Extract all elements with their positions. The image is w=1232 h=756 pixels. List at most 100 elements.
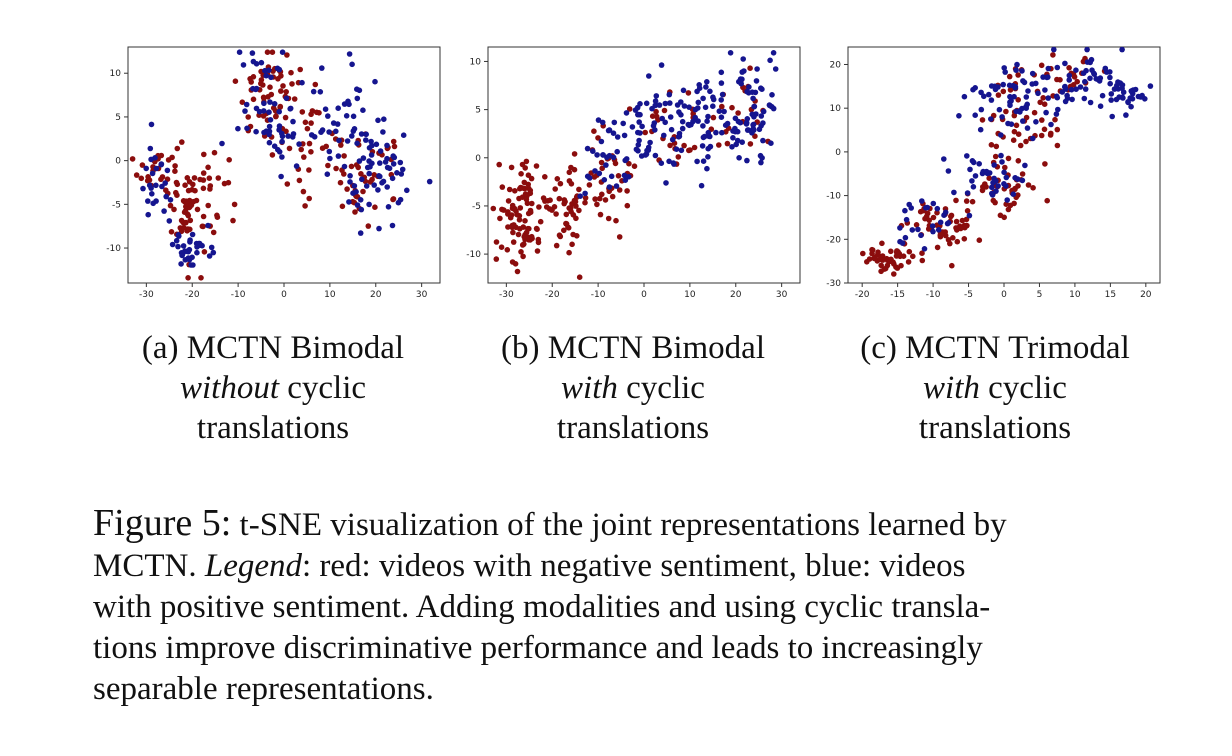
- plot-c-point-negative: [882, 265, 889, 272]
- subcaption-b-line3: translations: [556, 410, 710, 446]
- plot-b-point-negative: [514, 211, 520, 218]
- plot-c-point-positive: [1048, 121, 1054, 128]
- plot-b-point-negative: [511, 206, 518, 212]
- subcaption-b-line2: with cyclic: [468, 368, 798, 408]
- plot-a-point-negative: [215, 175, 222, 181]
- plot-b-point-positive: [729, 144, 735, 150]
- plot-c-point-positive: [903, 216, 910, 223]
- plot-b-point-positive: [740, 56, 746, 62]
- plot-c-point-negative: [919, 250, 925, 256]
- plot-c-point-positive: [1109, 113, 1115, 120]
- plot-b-point-positive: [667, 114, 674, 120]
- plot-a-xtick-label: 20: [370, 290, 382, 300]
- plot-a-point-positive: [363, 183, 370, 189]
- plot-b-point-positive: [768, 140, 774, 146]
- plot-b-point-positive: [700, 95, 706, 102]
- plot-c-point-positive: [1096, 78, 1103, 84]
- plot-c-point-positive: [1007, 102, 1013, 109]
- plot-a-point-negative: [139, 162, 146, 168]
- plot-c-point-positive: [1020, 118, 1026, 124]
- plot-b-xtick-label: 20: [730, 290, 742, 300]
- plot-a-point-positive: [290, 131, 297, 137]
- plot-a-point-positive: [353, 189, 359, 195]
- plot-c-point-positive: [1069, 96, 1075, 103]
- plot-b-point-positive: [653, 93, 660, 99]
- plot-a-point-negative: [312, 81, 319, 88]
- plot-a-point-negative: [323, 143, 330, 150]
- plot-c-point-positive: [1055, 106, 1061, 113]
- plot-a-point-negative: [144, 177, 151, 184]
- plot-b-point-positive: [649, 105, 655, 112]
- plot-a-point-positive: [330, 120, 337, 126]
- plot-a-point-negative: [190, 198, 197, 205]
- plot-a-point-positive: [359, 176, 365, 183]
- plot-b-point-negative: [536, 204, 542, 210]
- plot-a-point-negative: [207, 186, 213, 192]
- subcaption-c: (c) MCTN Trimodal with cyclic translatio…: [825, 328, 1165, 448]
- plot-c-point-negative: [979, 187, 986, 194]
- plot-b-point-negative: [616, 187, 623, 193]
- plot-c-point-positive: [1068, 86, 1075, 93]
- plot-b-point-negative: [597, 195, 603, 202]
- plot-b-point-negative: [533, 225, 540, 232]
- plot-c-point-negative: [900, 253, 907, 259]
- plot-b-point-positive: [696, 85, 703, 91]
- plot-c-point-positive: [988, 83, 995, 89]
- plot-c-point-positive: [902, 234, 909, 241]
- plot-c-point-positive: [1125, 99, 1131, 106]
- plot-c-point-positive: [941, 156, 947, 162]
- plot-b-point-negative: [499, 184, 506, 190]
- plot-b-point-positive: [770, 50, 777, 56]
- plot-a-point-negative: [180, 198, 187, 204]
- figure-caption: Figure 5: t-SNE visualization of the joi…: [93, 503, 1168, 710]
- plot-a-point-positive: [311, 134, 318, 140]
- plot-b-point-positive: [694, 158, 700, 165]
- plot-b-point-positive: [744, 88, 750, 95]
- plot-b-point-positive: [759, 155, 765, 161]
- plot-b-point-negative: [615, 173, 622, 179]
- plot-a-point-positive: [376, 225, 382, 232]
- plot-c-point-positive: [992, 86, 999, 93]
- plot-a-point-positive: [346, 51, 353, 57]
- plot-a-point-negative: [250, 74, 257, 80]
- plot-c-point-negative: [1005, 155, 1012, 162]
- plot-c-point-positive: [1115, 86, 1122, 92]
- plot-b-point-positive: [756, 126, 763, 133]
- plot-c-point-positive: [1045, 95, 1051, 101]
- plot-a-point-negative: [301, 154, 307, 160]
- plot-c-point-positive: [902, 207, 908, 214]
- plot-b-point-positive: [706, 133, 712, 139]
- subcaption-b-line2-rest: cyclic: [617, 370, 705, 406]
- plot-a-xtick-label: -10: [231, 290, 246, 300]
- plot-a-point-positive: [147, 145, 154, 152]
- plot-a-point-positive: [319, 127, 326, 133]
- plot-c-point-negative: [947, 240, 953, 247]
- plot-c-point-positive: [945, 168, 952, 174]
- plot-a-point-positive: [210, 249, 217, 256]
- plot-b-point-negative: [613, 217, 619, 224]
- plot-c-point-positive: [972, 173, 979, 179]
- plot-b-point-positive: [701, 133, 708, 140]
- plot-c-point-positive: [1003, 183, 1009, 189]
- plot-b-point-negative: [691, 144, 698, 151]
- plot-c-point-negative: [1042, 161, 1048, 167]
- plot-b-point-positive: [678, 112, 684, 118]
- plot-a-point-positive: [266, 123, 273, 130]
- plot-a-point-positive: [327, 155, 333, 162]
- plot-a-point-positive: [178, 250, 185, 256]
- plot-c-point-positive: [1001, 65, 1007, 71]
- plot-c-xtick-label: -20: [855, 290, 870, 300]
- plot-a-point-positive: [368, 152, 375, 158]
- plot-c-point-positive: [897, 225, 903, 231]
- plot-b-point-negative: [606, 188, 612, 195]
- plot-b-point-positive: [676, 130, 683, 137]
- plot-c-point-positive: [981, 93, 987, 100]
- plot-a-point-negative: [200, 185, 207, 192]
- plot-b-point-positive: [625, 174, 632, 180]
- plot-a-point-positive: [354, 202, 361, 208]
- caption-line-1: Figure 5: t-SNE visualization of the joi…: [93, 503, 1168, 546]
- plot-c-point-positive: [961, 93, 968, 100]
- plot-c-point-positive: [1051, 46, 1057, 53]
- plot-c-point-positive: [1011, 93, 1017, 100]
- subcaption-a-line1: (a) MCTN Bimodal: [141, 330, 405, 366]
